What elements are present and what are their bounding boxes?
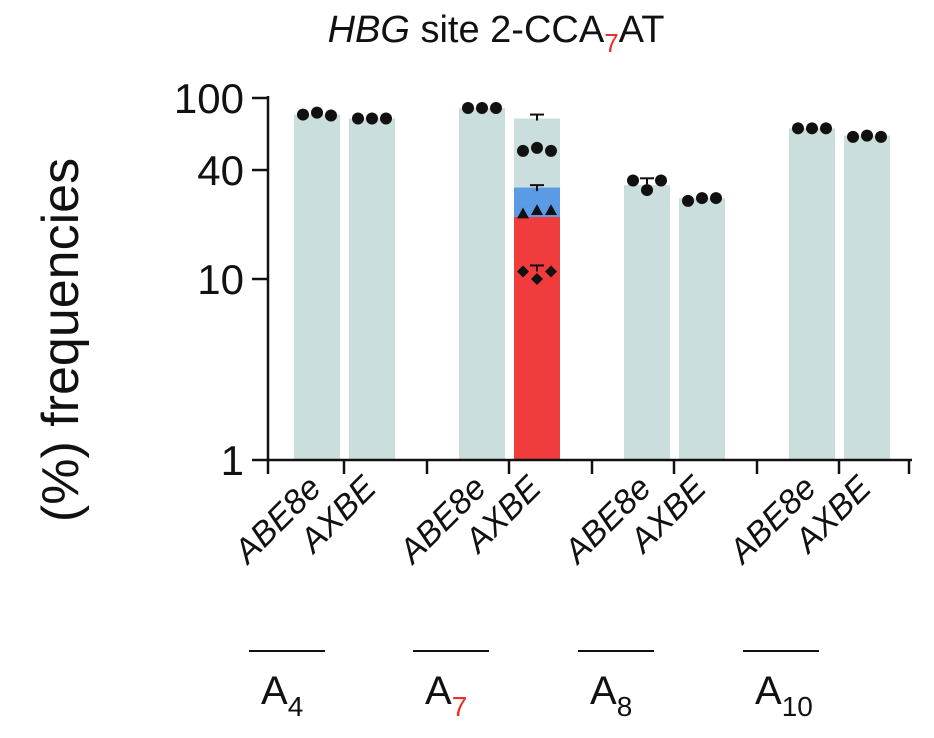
bar-3-point [517,144,529,157]
bar-4-point [655,174,667,187]
bar-3-diamond-point [531,273,543,285]
title-suffix: AT [619,9,665,51]
bar-0-point [325,109,337,122]
chart-title-text: HBG site 2-CCA7AT [328,9,665,58]
y-tick-label: 10 [197,256,244,303]
group-label: A10 [755,669,813,722]
title-gene: HBG [328,9,410,51]
bar-1-point [366,112,378,125]
bar-3-diamond-point [545,265,557,278]
group-label: A8 [590,669,632,722]
bar-0-point [311,106,323,119]
bar-6-point [792,122,804,135]
bar-0-point [297,108,309,121]
bar-3-triangle-point [517,207,529,219]
bar-2 [459,108,505,460]
bar-3-point [545,144,557,157]
bar-5-point [696,192,708,205]
bar-7-point [861,129,873,142]
y-tick-label: 1 [221,437,244,484]
bar-3-diamond-point [517,265,529,278]
bar-7-point [875,130,887,143]
bar-4 [624,185,670,460]
group-label: A7 [425,669,467,722]
bar-7 [844,135,890,461]
bar-6-point [820,122,832,135]
bar-1-point [380,112,392,125]
group-labels-layer: A4 A7 A8 A10 [249,650,819,722]
bar-7-point [847,130,859,143]
bar-6 [789,128,835,460]
bar-4-point [627,174,639,187]
bar-0 [294,114,340,460]
points-layer [297,102,887,285]
axes-layer: 1 10 40 100 [174,75,912,484]
bar-5-point [682,194,694,207]
y-axis-label: (%) frequencies [32,158,90,522]
title-main: site 2-CCA [410,9,605,51]
bar-5 [679,198,725,460]
bar-3-triangle-point [545,204,557,215]
bar-5-point [710,192,722,205]
bar-2-point [462,102,474,115]
y-tick-label: 100 [174,75,244,122]
bar-2-point [490,102,502,115]
bar-4-point [641,184,653,197]
bar-3-triangle-point [531,204,543,215]
bars-layer [294,108,890,461]
bar-3-red-segment [514,217,560,460]
title-subscript: 7 [604,28,618,58]
bar-6-point [806,122,818,135]
bar-1 [349,118,395,461]
chart-title: HBG site 2-CCA7AT [328,9,665,58]
bar-3-point [531,141,543,154]
bar-1-point [352,112,364,125]
group-label: A4 [261,669,303,722]
y-tick-label: 40 [197,147,244,194]
bar-2-point [476,102,488,115]
